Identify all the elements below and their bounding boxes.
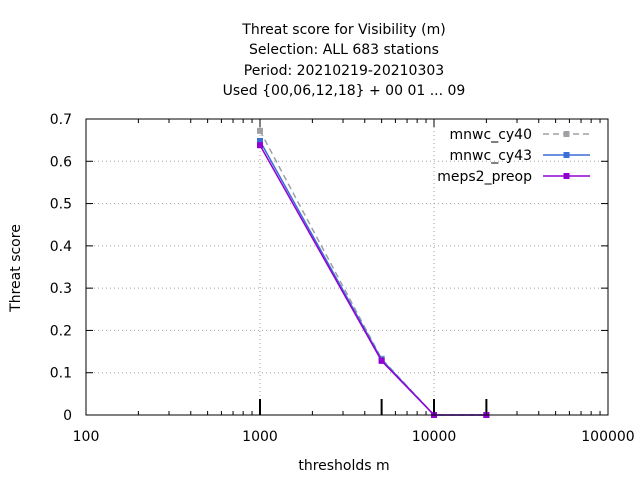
title-line-4: Used {00,06,12,18} + 00 01 ... 09	[223, 83, 466, 99]
threshold-markers	[259, 399, 488, 415]
x-tick-label: 100000	[581, 429, 634, 445]
y-tick-label: 0.6	[50, 154, 72, 170]
legend-marker-mnwc-cy40	[563, 131, 570, 137]
x-tick-label: 100	[73, 429, 100, 445]
legend-marker-mnwc-cy43	[563, 152, 570, 158]
y-tick-label: 0.7	[50, 112, 72, 128]
y-tick-label: 0.2	[50, 323, 72, 339]
plot-frame	[85, 118, 609, 416]
title-line-1: Threat score for Visibility (m)	[241, 22, 445, 38]
x-tick-label: 1000	[242, 429, 278, 445]
legend-label-mnwc-cy43: mnwc_cy43	[450, 148, 532, 164]
y-tick-label: 0.5	[50, 197, 72, 213]
axis-ticks: 0 0.1 0.2 0.3 0.4 0.5 0.6 0.7 100 1000 10000 100000	[50, 112, 635, 445]
series-point-mnwc-cy40	[257, 127, 263, 134]
series-point-meps2-preop	[257, 142, 263, 149]
series-line-meps2-preop	[259, 144, 487, 416]
series-point-mnwc-cy43	[257, 137, 263, 144]
y-tick-label: 0.1	[50, 366, 72, 382]
y-axis-label: Threat score	[8, 224, 24, 313]
legend: mnwc_cy40 mnwc_cy43 meps2_preop	[437, 127, 590, 185]
legend-marker-meps2-preop	[563, 173, 570, 179]
y-tick-label: 0.3	[50, 281, 72, 297]
y-tick-label: 0.4	[50, 239, 72, 255]
grid	[86, 119, 608, 415]
legend-label-meps2-preop: meps2_preop	[437, 169, 532, 185]
title-line-2: Selection: ALL 683 stations	[249, 42, 439, 58]
series-point-meps2-preop	[378, 357, 385, 364]
x-axis-label: thresholds m	[298, 458, 389, 474]
y-tick-label: 0	[63, 408, 72, 424]
x-tick-label: 10000	[412, 429, 457, 445]
legend-label-mnwc-cy40: mnwc_cy40	[450, 127, 532, 143]
title-line-3: Period: 20210219-20210303	[244, 63, 444, 79]
chart-title: Threat score for Visibility (m) Selectio…	[223, 22, 466, 99]
